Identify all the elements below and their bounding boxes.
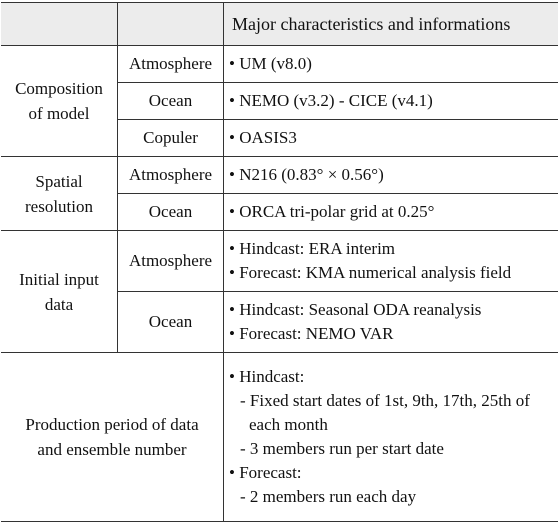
group-label-line: and ensemble number [37, 440, 187, 459]
info-line: - Fixed start dates of 1st, 9th, 17th, 2… [240, 391, 530, 434]
info: • UM (v8.0) [223, 45, 558, 83]
info: • N216 (0.83° × 0.56°) [223, 156, 558, 194]
group-label-line: Spatial [35, 171, 83, 191]
info-line: • NEMO (v3.2) - CICE (v4.1) [229, 91, 433, 110]
group-label: Initial input data [1, 230, 118, 353]
info: • Hindcast: ERA interim • Forecast: KMA n… [223, 230, 558, 292]
info-line: • ORCA tri-polar grid at 0.25° [229, 202, 435, 221]
header-empty [117, 2, 224, 46]
info-line: • Forecast: KMA numerical analysis field [229, 263, 512, 282]
group-label: Composition of model [1, 45, 118, 157]
component: Ocean [117, 82, 224, 120]
component: Atmosphere [117, 45, 224, 83]
info-line: • Hindcast: ERA interim [229, 239, 396, 258]
header-empty [1, 2, 118, 46]
info: • OASIS3 [223, 119, 558, 157]
component: Copuler [117, 119, 224, 157]
info-line: • UM (v8.0) [229, 54, 312, 73]
info: • ORCA tri-polar grid at 0.25° [223, 193, 558, 231]
group-label: Spatial resolution [1, 156, 118, 231]
info-line: • N216 (0.83° × 0.56°) [229, 165, 384, 184]
info: • Hindcast: Seasonal ODA reanalysis • For… [223, 291, 558, 353]
row: Composition of model Atmosphere • UM (v8.0) [1, 45, 558, 157]
component: Atmosphere [117, 230, 224, 292]
component: Ocean [117, 291, 224, 353]
group-label-line: Initial input [19, 269, 99, 289]
group-label-line: Production period of data [25, 415, 199, 434]
info: • Hindcast: - Fixed start dates of 1st, 9… [223, 352, 558, 522]
component: Ocean [117, 193, 224, 231]
row: Production period of data and ensemble nu… [1, 352, 558, 522]
header-row: Major characteristics and informations [1, 2, 558, 46]
group-label-line: data [44, 294, 74, 314]
row: Initial input data Atmosphere • Hindcast: E… [1, 230, 558, 353]
row: Spatial resolution Atmosphere • N216 (0.83°… [1, 156, 558, 231]
info-line: - 2 members run each day [240, 487, 417, 506]
row: Ocean • NEMO (v3.2) - CICE (v4.1) [1, 82, 558, 120]
group-label-line: of model [28, 104, 90, 123]
group-label-line: resolution [25, 196, 93, 216]
info-line: - 3 members run per start date [240, 439, 444, 458]
info-line: • Hindcast: Seasonal ODA reanalysis [229, 300, 482, 319]
row: Ocean • Hindcast: Seasonal ODA reanalysis… [1, 291, 558, 353]
info-line: • Forecast: NEMO VAR [229, 324, 394, 343]
info-line: • OASIS3 [229, 128, 297, 147]
info-line: • Forecast: [229, 463, 302, 482]
group-label: Production period of data and ensemble nu… [1, 352, 224, 522]
group-label-line: Composition [15, 79, 103, 98]
component: Atmosphere [117, 156, 224, 194]
info: • NEMO (v3.2) - CICE (v4.1) [223, 82, 558, 120]
header-cell: Major characteristics and informations [223, 2, 558, 46]
info-line: • Hindcast: [229, 367, 305, 386]
